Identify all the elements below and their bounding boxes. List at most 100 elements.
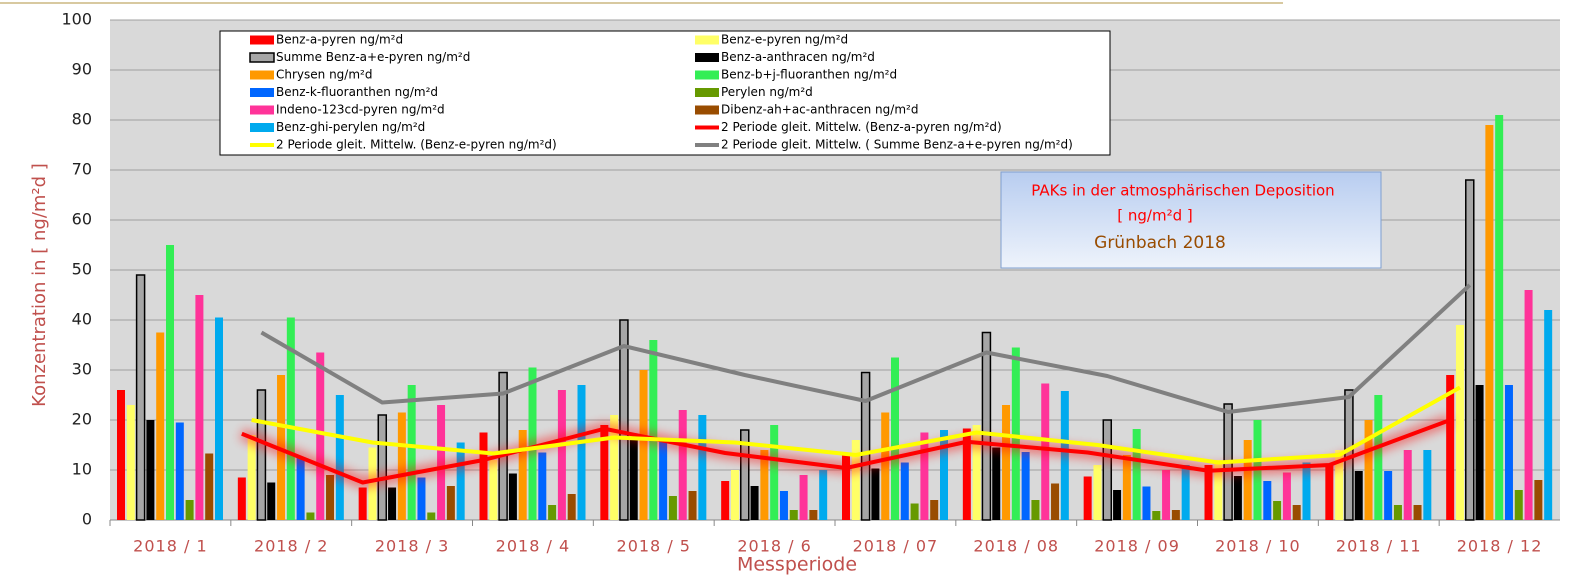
legend: [219, 30, 1111, 156]
bar: [267, 482, 276, 520]
bar: [659, 440, 668, 520]
bar: [1403, 450, 1412, 520]
bar: [577, 385, 586, 520]
bar: [678, 410, 687, 520]
legend-swatch: [695, 88, 719, 97]
bar: [1102, 419, 1113, 521]
bar: [256, 389, 267, 521]
legend-label: 2 Periode gleit. Mittelw. (Benz-a-pyren …: [721, 120, 1002, 134]
bar: [417, 477, 426, 520]
info-unit: [ ng/m²d ]: [1117, 207, 1192, 225]
bar: [1393, 505, 1402, 520]
legend-label: Dibenz-ah+ac-anthracen ng/m²d: [721, 103, 918, 117]
info-title: PAKs in der atmosphärischen Deposition: [1031, 182, 1334, 200]
bar: [891, 357, 899, 520]
bar: [117, 390, 125, 520]
bar: [205, 453, 214, 520]
moving-average-line: [260, 283, 1472, 414]
bar: [860, 371, 871, 521]
bar: [819, 470, 828, 520]
bar: [920, 432, 929, 520]
y-tick-label: 80: [72, 110, 92, 129]
bar: [1335, 450, 1344, 520]
bar: [296, 457, 305, 520]
bar: [610, 415, 619, 520]
bar: [1181, 465, 1190, 520]
y-tick-label: 0: [82, 510, 92, 529]
bar: [770, 425, 779, 520]
legend-label: Benz-a-pyren ng/m²d: [276, 33, 403, 47]
y-tick-label: 20: [72, 410, 92, 429]
x-tick-label: 2018 / 5: [617, 537, 691, 556]
bar: [799, 475, 808, 520]
x-tick-label: 2018 / 11: [1336, 537, 1422, 556]
bar: [1534, 480, 1543, 520]
bar: [508, 473, 517, 520]
bar: [456, 442, 465, 520]
bar: [306, 512, 315, 520]
bar: [668, 496, 677, 520]
bar: [1011, 347, 1020, 520]
bar: [940, 430, 948, 520]
moving-average-line: [251, 385, 1461, 465]
bar: [1282, 472, 1291, 520]
bar: [1083, 476, 1092, 520]
bar: [1544, 310, 1553, 520]
bar: [538, 452, 547, 520]
legend-swatch: [695, 70, 719, 80]
legend-label: Benz-k-fluoranthen ng/m²d: [276, 85, 438, 99]
bar: [629, 437, 638, 520]
bar: [730, 470, 739, 520]
bar: [779, 491, 788, 520]
bar: [1132, 429, 1141, 520]
bar: [1031, 500, 1040, 520]
bar: [166, 245, 174, 520]
bar: [1495, 115, 1504, 520]
bar: [1162, 470, 1171, 520]
y-tick-label: 90: [72, 60, 92, 79]
bar: [740, 429, 750, 521]
bar: [1263, 481, 1272, 520]
x-tick-label: 2018 / 3: [375, 537, 449, 556]
moving-average-line: [241, 418, 1451, 485]
legend-label: Benz-b+j-fluoranthen ng/m²d: [721, 68, 897, 82]
bar: [1364, 420, 1373, 520]
bar: [639, 370, 648, 520]
bar: [175, 422, 184, 520]
bar: [992, 447, 1001, 520]
bar: [972, 425, 981, 520]
bar: [1413, 505, 1422, 520]
bar: [1021, 452, 1030, 520]
bar: [1273, 501, 1282, 520]
bar: [1446, 375, 1455, 520]
bar: [1354, 471, 1363, 520]
legend-label: Benz-e-pyren ng/m²d: [721, 33, 848, 47]
bar: [326, 475, 335, 520]
bar: [146, 420, 155, 520]
legend-swatch: [695, 53, 719, 62]
y-tick-label: 70: [72, 160, 92, 179]
bar: [688, 491, 697, 520]
x-tick-label: 2018 / 12: [1457, 537, 1543, 556]
bar: [126, 405, 135, 520]
legend-swatch: [249, 52, 275, 63]
bar: [498, 371, 508, 521]
legend-swatch: [250, 35, 274, 45]
bar: [1465, 179, 1475, 521]
legend-swatch: [250, 88, 274, 97]
bar: [135, 274, 146, 521]
info-site: Grünbach 2018: [1094, 233, 1226, 253]
x-tick-label: 2018 / 10: [1215, 537, 1301, 556]
bar: [427, 512, 436, 520]
y-tick-label: 100: [61, 10, 92, 29]
bar: [518, 430, 527, 520]
bar: [1455, 325, 1464, 520]
bar: [316, 352, 325, 520]
bar: [1243, 440, 1252, 520]
bar: [842, 455, 850, 520]
x-tick-label: 2018 / 6: [737, 537, 811, 556]
bar: [407, 385, 416, 520]
bar: [1485, 125, 1494, 520]
bar: [1233, 476, 1242, 520]
